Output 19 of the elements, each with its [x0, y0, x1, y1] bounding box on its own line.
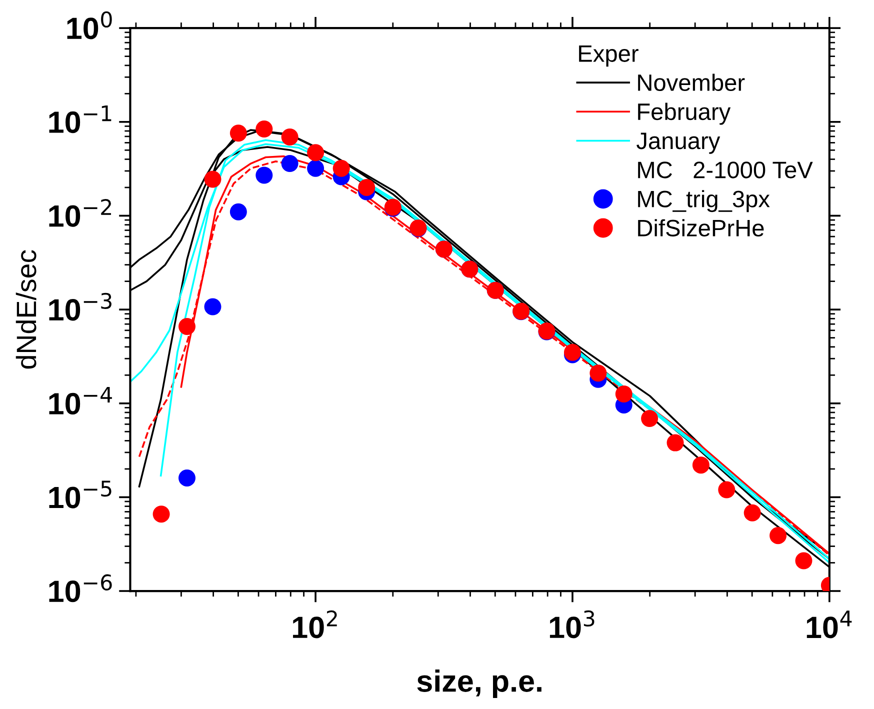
y-tick-label: 10$^{−1}$: [49, 105, 112, 134]
y-tick-label: 10$^{−3}$: [49, 292, 112, 321]
legend-label: February: [638, 102, 731, 125]
annotation: MC 2-1000 TeV: [638, 162, 813, 178]
x-tick-label: 10$^{3}$: [550, 610, 594, 638]
legend-label: January: [636, 132, 720, 154]
y-tick-label: 10$^{−2}$: [49, 198, 112, 227]
y-tick-label: 10$^{0}$: [67, 11, 112, 40]
legend-label: November: [638, 74, 745, 92]
y-tick-label: 10$^{−4}$: [49, 386, 112, 415]
y-tick-label: 10$^{−5}$: [49, 480, 112, 508]
y-axis-title: dNdE/sec: [16, 250, 36, 369]
y-tick-label: 10$^{−6}$: [49, 574, 112, 602]
legend-title: Exper: [579, 45, 638, 67]
x-axis-title: size, p.e.: [417, 670, 542, 698]
legend-label: DifSizePrHe: [638, 219, 764, 237]
legend-label: MC_trig_3px: [638, 190, 770, 212]
x-tick-label: 10$^{4}$: [806, 610, 852, 638]
x-tick-label: 10$^{2}$: [293, 610, 337, 638]
